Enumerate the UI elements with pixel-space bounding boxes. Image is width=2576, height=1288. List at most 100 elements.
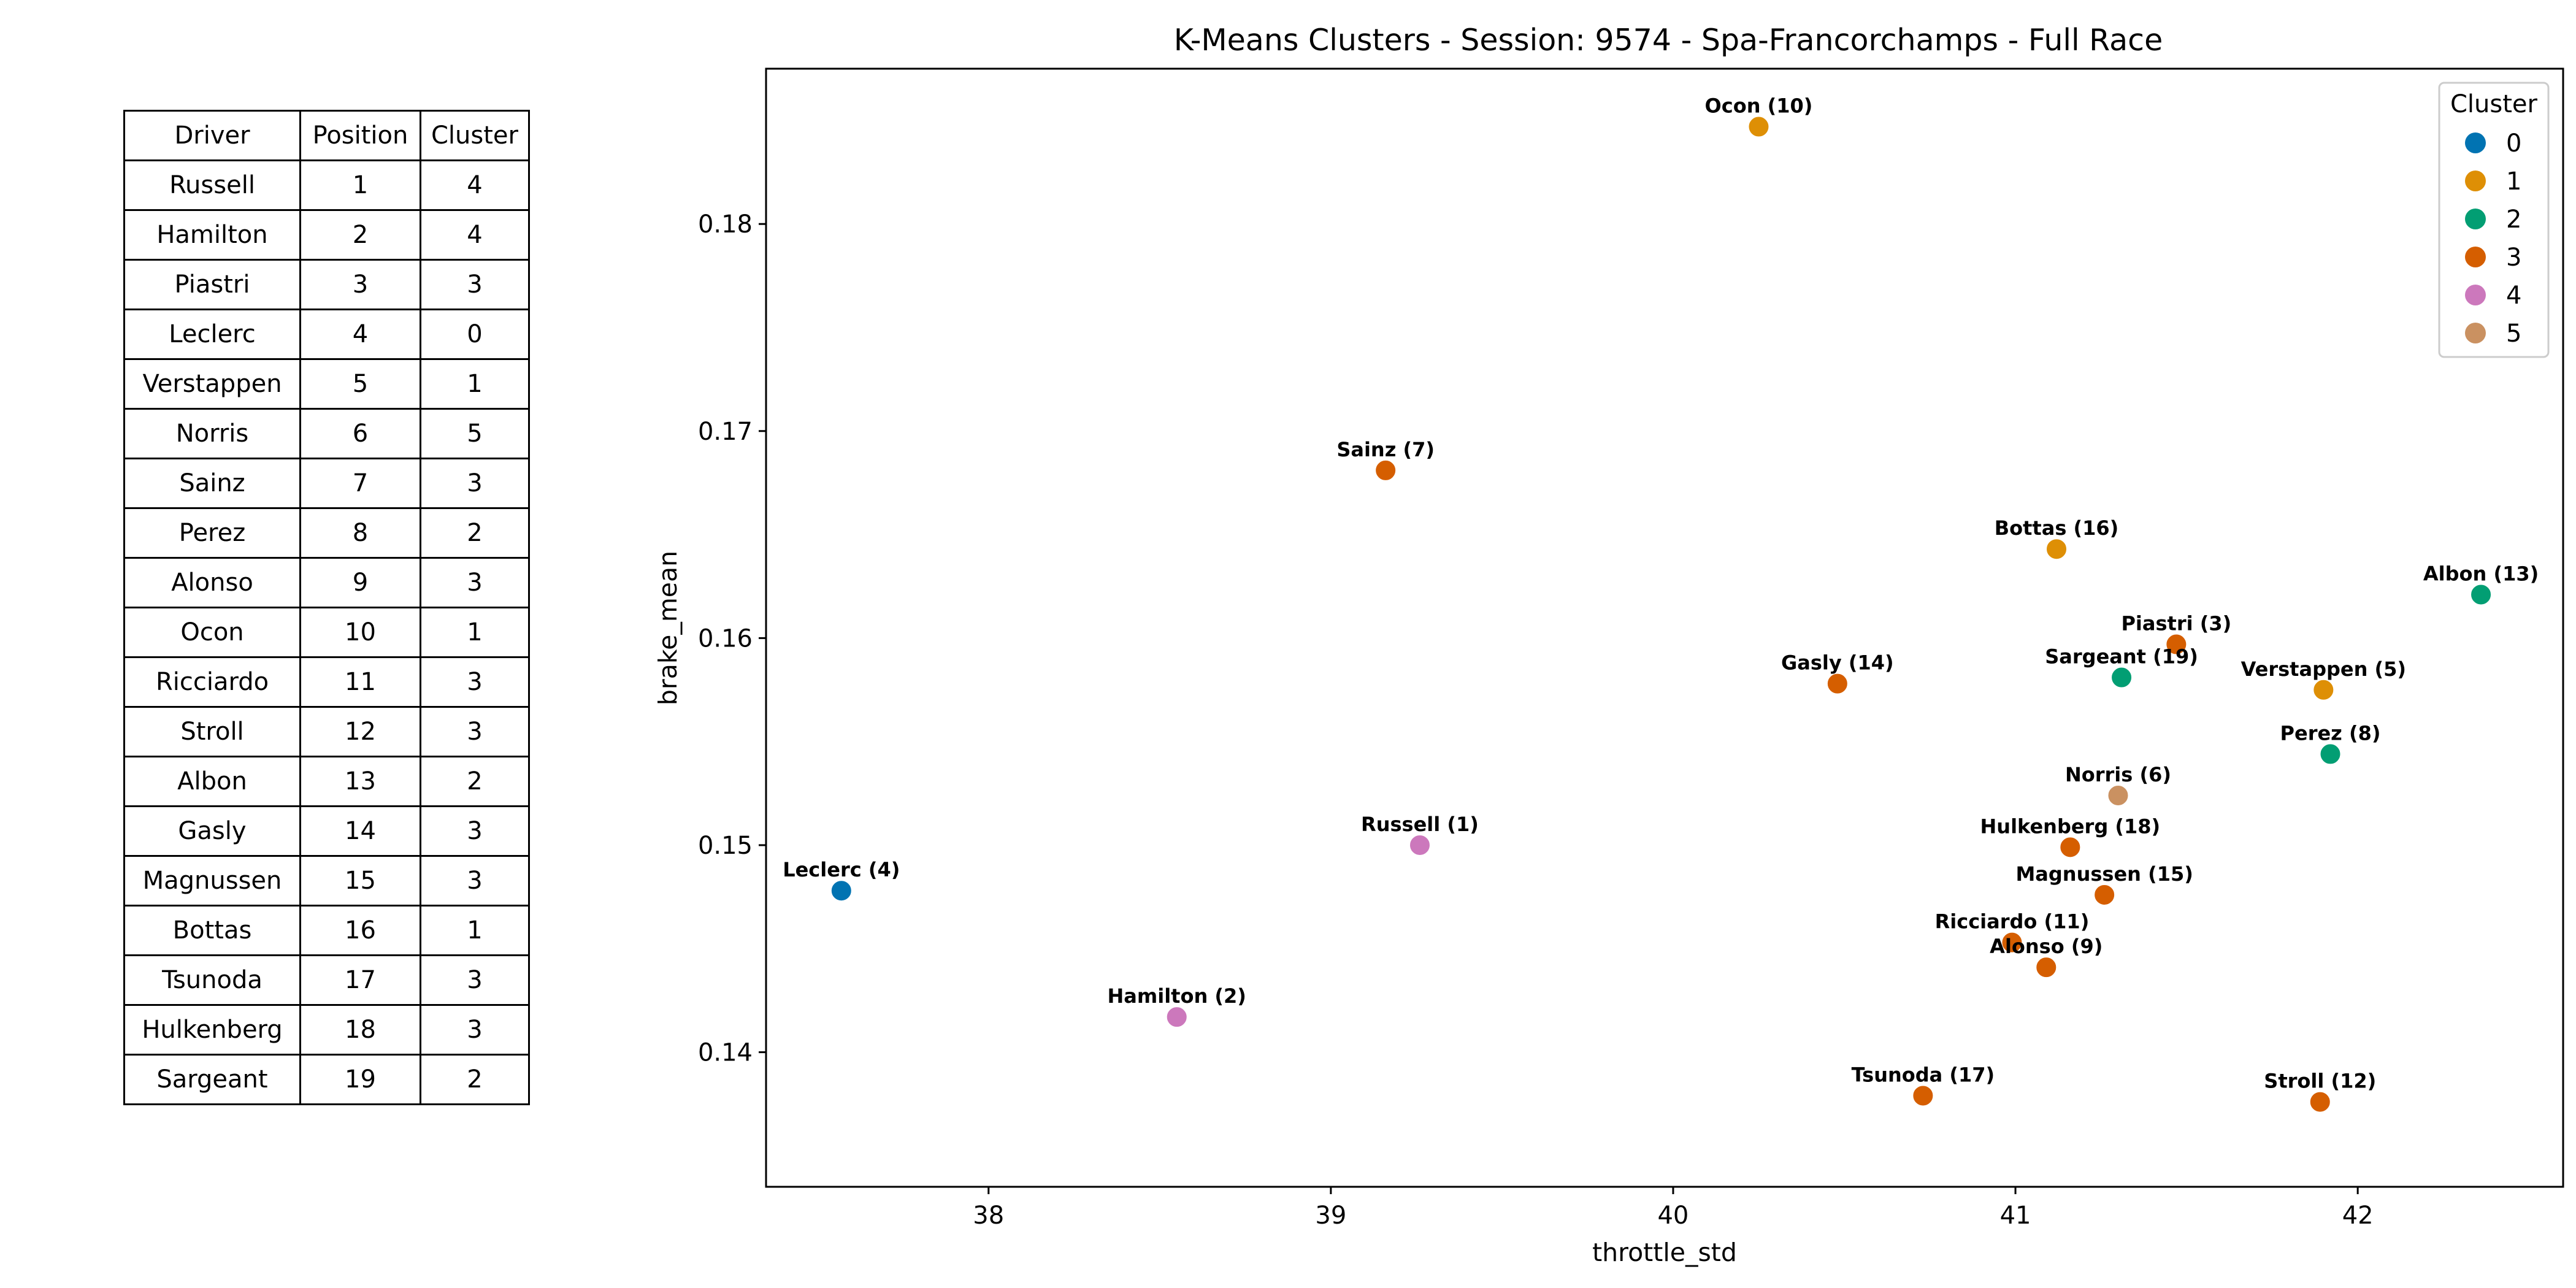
cell-position: 14	[299, 805, 421, 857]
cell-cluster: 3	[420, 259, 530, 310]
data-point	[2312, 678, 2335, 701]
data-point	[1374, 459, 1397, 481]
table-row: Magnussen 15 3	[123, 855, 530, 907]
data-point	[1912, 1084, 1934, 1107]
data-point-label: Hamilton (2)	[1108, 984, 1246, 1008]
table-row: Albon 13 2	[123, 756, 530, 807]
data-point	[2093, 883, 2116, 906]
data-point	[1165, 1006, 1188, 1029]
cell-position: 1	[299, 159, 421, 211]
legend-title: Cluster	[2450, 90, 2538, 118]
y-tick-label: 0.15	[698, 832, 753, 860]
cell-cluster: 3	[420, 656, 530, 708]
data-point-label: Tsunoda (17)	[1852, 1063, 1995, 1086]
results-table: Driver Position Cluster Russell 1 4 Hamilto…	[123, 110, 530, 1105]
table-row: Alonso 9 3	[123, 557, 530, 608]
data-point	[2035, 956, 2058, 979]
cell-driver: Hulkenberg	[123, 1004, 301, 1056]
cell-cluster: 2	[420, 1054, 530, 1105]
table-header-row: Driver Position Cluster	[123, 110, 530, 161]
cell-cluster: 1	[420, 905, 530, 956]
table-row: Perez 8 2	[123, 507, 530, 559]
cell-cluster: 1	[420, 358, 530, 410]
data-point	[830, 880, 853, 902]
cell-cluster: 3	[420, 805, 530, 857]
data-point-label: Russell (1)	[1361, 813, 1479, 836]
data-point	[1826, 672, 1849, 695]
table-row: Hulkenberg 18 3	[123, 1004, 530, 1056]
cell-position: 18	[299, 1004, 421, 1056]
data-points	[830, 115, 2493, 1113]
data-point	[2165, 633, 2188, 656]
cell-cluster: 0	[420, 309, 530, 360]
cell-cluster: 1	[420, 607, 530, 658]
table-body: Russell 1 4 Hamilton 2 4 Piastri 3 3 Leclerc 4 0 Ver…	[123, 159, 530, 1105]
table-row: Hamilton 2 4	[123, 209, 530, 261]
cell-driver: Piastri	[123, 259, 301, 310]
table-row: Tsunoda 17 3	[123, 954, 530, 1006]
x-tick-label: 40	[1657, 1202, 1689, 1230]
legend-label: 5	[2506, 320, 2521, 348]
cell-cluster: 5	[420, 408, 530, 459]
cell-driver: Albon	[123, 756, 301, 807]
cell-driver: Sargeant	[123, 1054, 301, 1105]
data-point	[1747, 115, 1770, 138]
cell-position: 19	[299, 1054, 421, 1105]
cell-driver: Stroll	[123, 706, 301, 757]
legend-label: 1	[2506, 167, 2521, 196]
x-axis-label: throttle_std	[1592, 1238, 1737, 1267]
x-axis: 38 39 40 41 42	[973, 1187, 2374, 1230]
y-tick-label: 0.18	[698, 210, 753, 239]
cell-driver: Perez	[123, 507, 301, 559]
data-point-label: Albon (13)	[2423, 562, 2539, 585]
cell-position: 6	[299, 408, 421, 459]
cell-cluster: 3	[420, 557, 530, 608]
legend-marker	[2465, 132, 2486, 153]
cell-position: 16	[299, 905, 421, 956]
table-row: Ocon 10 1	[123, 607, 530, 658]
column-header-position: Position	[299, 110, 421, 161]
data-point-label: Ricciardo (11)	[1935, 910, 2090, 933]
column-header-cluster: Cluster	[420, 110, 530, 161]
data-point-label: Bottas (16)	[1995, 516, 2119, 540]
table-row: Ricciardo 11 3	[123, 656, 530, 708]
cell-position: 13	[299, 756, 421, 807]
table-row: Russell 1 4	[123, 159, 530, 211]
data-point	[2110, 666, 2133, 689]
data-point	[2309, 1091, 2331, 1113]
y-tick-label: 0.17	[698, 418, 753, 446]
cell-position: 5	[299, 358, 421, 410]
cell-position: 2	[299, 209, 421, 261]
legend-label: 0	[2506, 129, 2521, 158]
data-point	[2059, 836, 2082, 859]
cell-cluster: 2	[420, 756, 530, 807]
y-axis-label: brake_mean	[653, 551, 683, 705]
table-row: Bottas 16 1	[123, 905, 530, 956]
plot-area-frame	[765, 67, 2564, 1188]
data-point	[2001, 931, 2023, 954]
table-row: Gasly 14 3	[123, 805, 530, 857]
data-point	[2319, 743, 2342, 765]
cell-driver: Verstappen	[123, 358, 301, 410]
data-point-label: Leclerc (4)	[783, 858, 900, 881]
cell-cluster: 3	[420, 855, 530, 907]
table-row: Leclerc 4 0	[123, 309, 530, 360]
legend-label: 3	[2506, 243, 2521, 272]
table-row: Verstappen 5 1	[123, 358, 530, 410]
cell-position: 8	[299, 507, 421, 559]
x-tick-label: 38	[973, 1202, 1004, 1230]
data-point-label: Sainz (7)	[1336, 438, 1435, 461]
cell-cluster: 2	[420, 507, 530, 559]
cell-cluster: 3	[420, 706, 530, 757]
cell-position: 9	[299, 557, 421, 608]
cell-driver: Ocon	[123, 607, 301, 658]
cell-position: 11	[299, 656, 421, 708]
cell-position: 7	[299, 458, 421, 509]
data-point-label: Sargeant (19)	[2045, 645, 2198, 669]
cell-driver: Norris	[123, 408, 301, 459]
table-row: Sargeant 19 2	[123, 1054, 530, 1105]
data-point-label: Verstappen (5)	[2241, 657, 2406, 681]
chart-title: K-Means Clusters - Session: 9574 - Spa-F…	[1174, 23, 2163, 58]
cell-driver: Tsunoda	[123, 954, 301, 1006]
